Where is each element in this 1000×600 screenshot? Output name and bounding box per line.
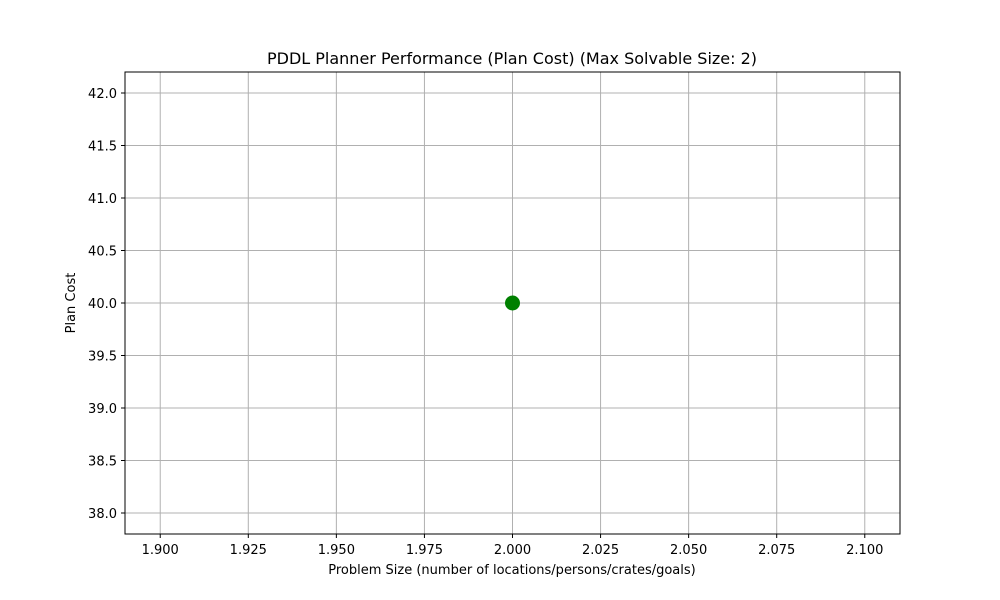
y-tick-label: 38.5 xyxy=(88,455,117,470)
y-tick-label: 42.0 xyxy=(88,87,117,102)
x-tick-label: 1.925 xyxy=(230,543,267,558)
x-tick-label: 1.900 xyxy=(142,543,179,558)
x-ticks: 1.900 1.925 1.950 1.975 2.000 2.025 2.050 2.075… xyxy=(142,534,883,558)
y-tick-label: 39.5 xyxy=(88,350,117,365)
y-tick-label: 40.0 xyxy=(88,297,117,312)
y-tick-label: 40.5 xyxy=(88,245,117,260)
data-points xyxy=(505,295,520,311)
x-tick-label: 2.000 xyxy=(494,543,531,558)
data-point xyxy=(505,295,520,311)
y-tick-label: 41.0 xyxy=(88,192,117,207)
x-tick-label: 2.025 xyxy=(582,543,619,558)
x-tick-label: 1.975 xyxy=(406,543,443,558)
chart-title: PDDL Planner Performance (Plan Cost) (Ma… xyxy=(267,49,757,68)
y-tick-label: 38.0 xyxy=(88,507,117,522)
x-tick-label: 2.075 xyxy=(758,543,795,558)
x-tick-label: 2.100 xyxy=(846,543,883,558)
x-tick-label: 2.050 xyxy=(670,543,707,558)
x-tick-label: 1.950 xyxy=(318,543,355,558)
y-ticks: 38.0 38.5 39.0 39.5 40.0 40.5 41.0 41.5 42.0 xyxy=(88,87,125,522)
y-tick-label: 39.0 xyxy=(88,402,117,417)
y-axis-label: Plan Cost xyxy=(64,273,79,334)
y-tick-label: 41.5 xyxy=(88,140,117,155)
x-axis-label: Problem Size (number of locations/person… xyxy=(328,563,696,578)
